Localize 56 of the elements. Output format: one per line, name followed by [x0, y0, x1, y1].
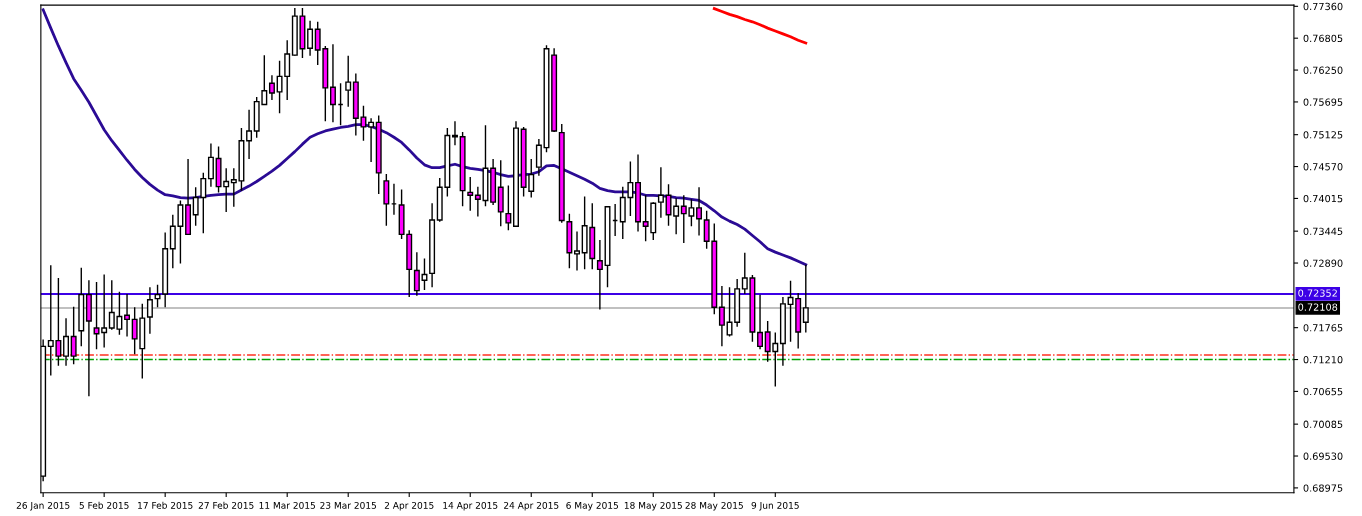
y-tick-label: 0.71765: [1303, 324, 1343, 332]
y-tick-label: 0.77360: [1303, 2, 1343, 11]
candlestick: [505, 184, 512, 231]
candlestick: [574, 230, 580, 272]
x-tick-label: 2 Apr 2015: [384, 501, 434, 511]
x-tick-label: 6 May 2015: [566, 501, 619, 511]
candlestick: [329, 43, 336, 124]
candlestick: [207, 142, 214, 188]
candlestick: [307, 19, 314, 57]
line-series: [41, 8, 808, 267]
y-tick-label: 0.76250: [1303, 66, 1343, 74]
y-tick-label: 0.75695: [1303, 98, 1343, 106]
candlestick: [70, 305, 77, 365]
candlestick: [535, 138, 542, 177]
y-tick-label: 0.73445: [1303, 227, 1343, 235]
y-tick-label: 0.76805: [1303, 34, 1343, 43]
x-tick-label: 5 Feb 2015: [79, 501, 129, 509]
candlestick: [451, 120, 458, 146]
candlestick: [124, 293, 131, 338]
candlestick: [802, 264, 809, 334]
x-tick-label: 9 Jun 2015: [751, 501, 799, 511]
x-tick-label: 28 May 2015: [685, 501, 743, 511]
y-tick-label: 0.75125: [1303, 131, 1343, 139]
x-tick-label: 18 May 2015: [624, 501, 682, 511]
y-tick-label: 0.71210: [1303, 356, 1343, 364]
candlestick: [345, 55, 352, 108]
ref-line-label: 0.72352: [1298, 289, 1337, 297]
y-tick-label: 0.70085: [1303, 420, 1343, 428]
candlestick: [596, 239, 603, 311]
x-tick-label: 24 Apr 2015: [504, 501, 559, 511]
y-tick-label: 0.74570: [1303, 163, 1343, 171]
x-tick-label: 11 Mar 2015: [259, 501, 316, 509]
y-tick-label: 0.74015: [1303, 194, 1343, 203]
candlestick: [718, 285, 725, 348]
candlestick: [368, 117, 375, 163]
y-tick-label: 0.68975: [1303, 484, 1343, 492]
line-series: [712, 7, 808, 45]
candlestick: [696, 186, 703, 237]
x-tick-label: 26 Jan 2015: [16, 501, 70, 511]
candlestick: [246, 108, 253, 160]
candlestick: [268, 74, 275, 101]
candlestick: [63, 317, 70, 367]
x-tick-label: 23 Mar 2015: [320, 501, 377, 509]
candlestick: [757, 293, 764, 350]
y-tick-label: 0.69530: [1303, 452, 1343, 460]
x-tick-label: 27 Feb 2015: [198, 501, 254, 509]
candlestick: [146, 286, 153, 335]
candlestick: [657, 166, 664, 219]
ref-line-label: 0.72108: [1298, 303, 1338, 311]
candlestick: [474, 185, 481, 218]
x-tick-label: 17 Feb 2015: [138, 501, 193, 509]
y-tick-label: 0.70655: [1303, 387, 1343, 396]
x-tick-label: 14 Apr 2015: [443, 501, 498, 511]
candlestick: [383, 173, 390, 227]
candlestick: [467, 176, 474, 212]
y-tick-label: 0.72890: [1303, 259, 1343, 267]
